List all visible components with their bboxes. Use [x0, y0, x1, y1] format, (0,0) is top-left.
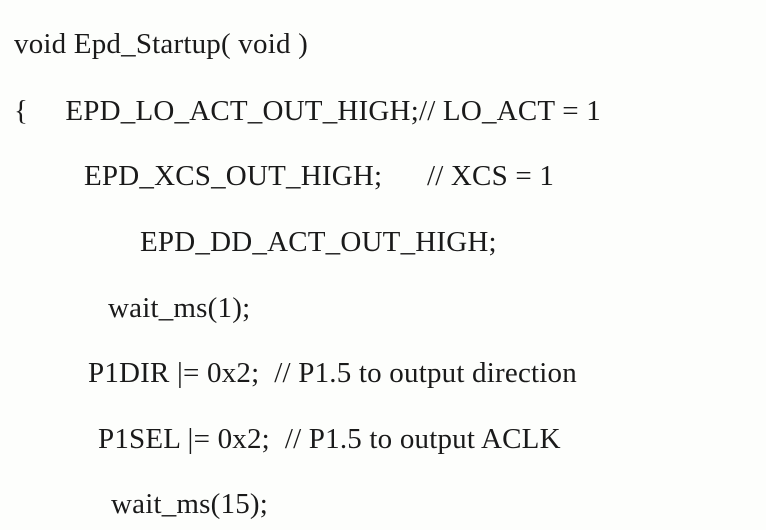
code-line: P1DIR |= 0x2; // P1.5 to output directio… — [88, 359, 577, 388]
code-line: P1SEL |= 0x2; // P1.5 to output ACLK — [98, 425, 561, 454]
code-page: void Epd_Startup( void ) { EPD_LO_ACT_OU… — [0, 0, 766, 530]
code-line: EPD_XCS_OUT_HIGH; // XCS = 1 — [84, 162, 554, 191]
code-line: void Epd_Startup( void ) — [14, 30, 308, 59]
code-line: wait_ms(1); — [108, 294, 250, 323]
code-line: wait_ms(15); — [111, 490, 268, 519]
code-line: { EPD_LO_ACT_OUT_HIGH;// LO_ACT = 1 — [14, 97, 601, 126]
code-line: EPD_DD_ACT_OUT_HIGH; — [140, 228, 497, 257]
